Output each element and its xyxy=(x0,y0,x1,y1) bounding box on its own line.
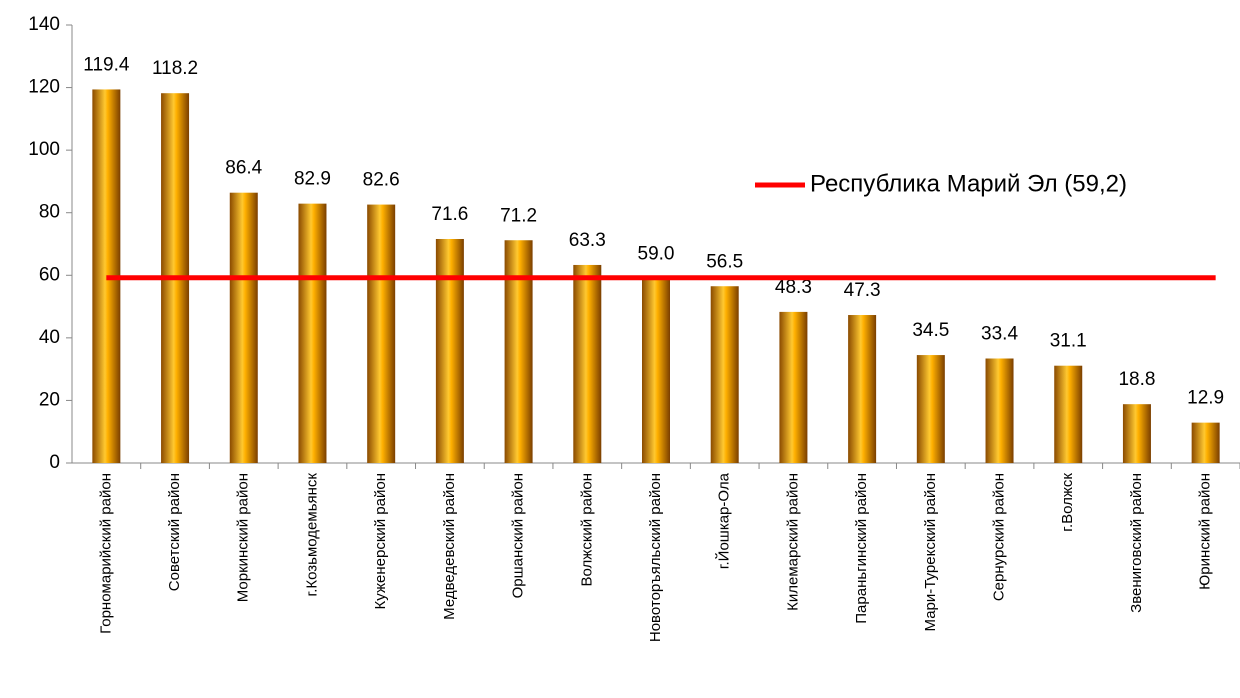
y-tick-label: 20 xyxy=(39,389,60,410)
x-tick-label: Новоторъяльский район xyxy=(647,473,664,642)
bar xyxy=(779,311,808,463)
value-label: 71.2 xyxy=(500,205,537,226)
bar xyxy=(1054,365,1083,463)
value-label: 59.0 xyxy=(638,243,675,264)
x-tick-label: Сернурский район xyxy=(990,473,1007,601)
x-tick-label: Горномарийский район xyxy=(97,473,114,634)
x-tick-label: Килемарский район xyxy=(784,473,801,611)
bar xyxy=(504,240,533,463)
y-tick-label: 60 xyxy=(39,264,60,285)
bar xyxy=(642,278,670,463)
bar xyxy=(1191,422,1220,463)
x-tick-label: г.Козьмодемьянск xyxy=(303,473,320,597)
x-tick-label: Медведевский район xyxy=(441,473,458,620)
bar xyxy=(916,355,945,463)
x-tick-label: Волжский район xyxy=(578,473,595,586)
bar xyxy=(435,238,464,463)
bar xyxy=(229,192,258,464)
value-label: 118.2 xyxy=(152,58,198,79)
legend-label: Республика Марий Эл (59,2) xyxy=(810,170,1127,197)
value-label: 47.3 xyxy=(844,280,881,301)
value-label: 71.6 xyxy=(431,204,468,225)
bar xyxy=(710,286,739,463)
value-label: 82.9 xyxy=(294,169,331,190)
value-label: 56.5 xyxy=(706,251,743,272)
x-tick-label: Куженерский район xyxy=(372,473,389,609)
x-tick-label: Моркинский район xyxy=(235,473,252,602)
x-tick-label: Параньгинский район xyxy=(853,473,870,624)
y-tick-label: 100 xyxy=(28,139,60,160)
x-tick-label: г.Волжск xyxy=(1059,473,1076,532)
y-tick-label: 0 xyxy=(49,452,60,473)
value-label: 34.5 xyxy=(912,320,949,341)
value-label: 31.1 xyxy=(1050,331,1087,352)
x-tick-label: г.Йошкар-Ола xyxy=(715,472,733,569)
y-tick-label: 40 xyxy=(39,327,60,348)
value-label: 86.4 xyxy=(225,158,262,179)
x-tick-label: Мари-Турекский район xyxy=(922,473,939,631)
x-tick-label: Оршанский район xyxy=(510,473,527,598)
value-label: 33.4 xyxy=(981,324,1018,345)
bar xyxy=(985,358,1014,463)
value-label: 63.3 xyxy=(569,230,606,251)
value-label: 119.4 xyxy=(83,54,130,75)
bar xyxy=(367,204,396,463)
bar xyxy=(298,203,327,464)
value-label: 82.6 xyxy=(363,170,400,191)
y-tick-label: 120 xyxy=(28,77,60,98)
bar xyxy=(848,315,877,463)
y-tick-label: 140 xyxy=(28,14,60,35)
value-label: 18.8 xyxy=(1118,369,1155,390)
bar xyxy=(1122,404,1151,463)
x-tick-label: Звениговский район xyxy=(1128,473,1145,613)
value-label: 12.9 xyxy=(1187,388,1224,409)
x-tick-label: Юринский район xyxy=(1197,473,1214,590)
bar xyxy=(573,264,602,463)
y-tick-label: 80 xyxy=(39,202,60,223)
value-label: 48.3 xyxy=(775,277,812,298)
x-tick-label: Советский район xyxy=(166,473,183,591)
